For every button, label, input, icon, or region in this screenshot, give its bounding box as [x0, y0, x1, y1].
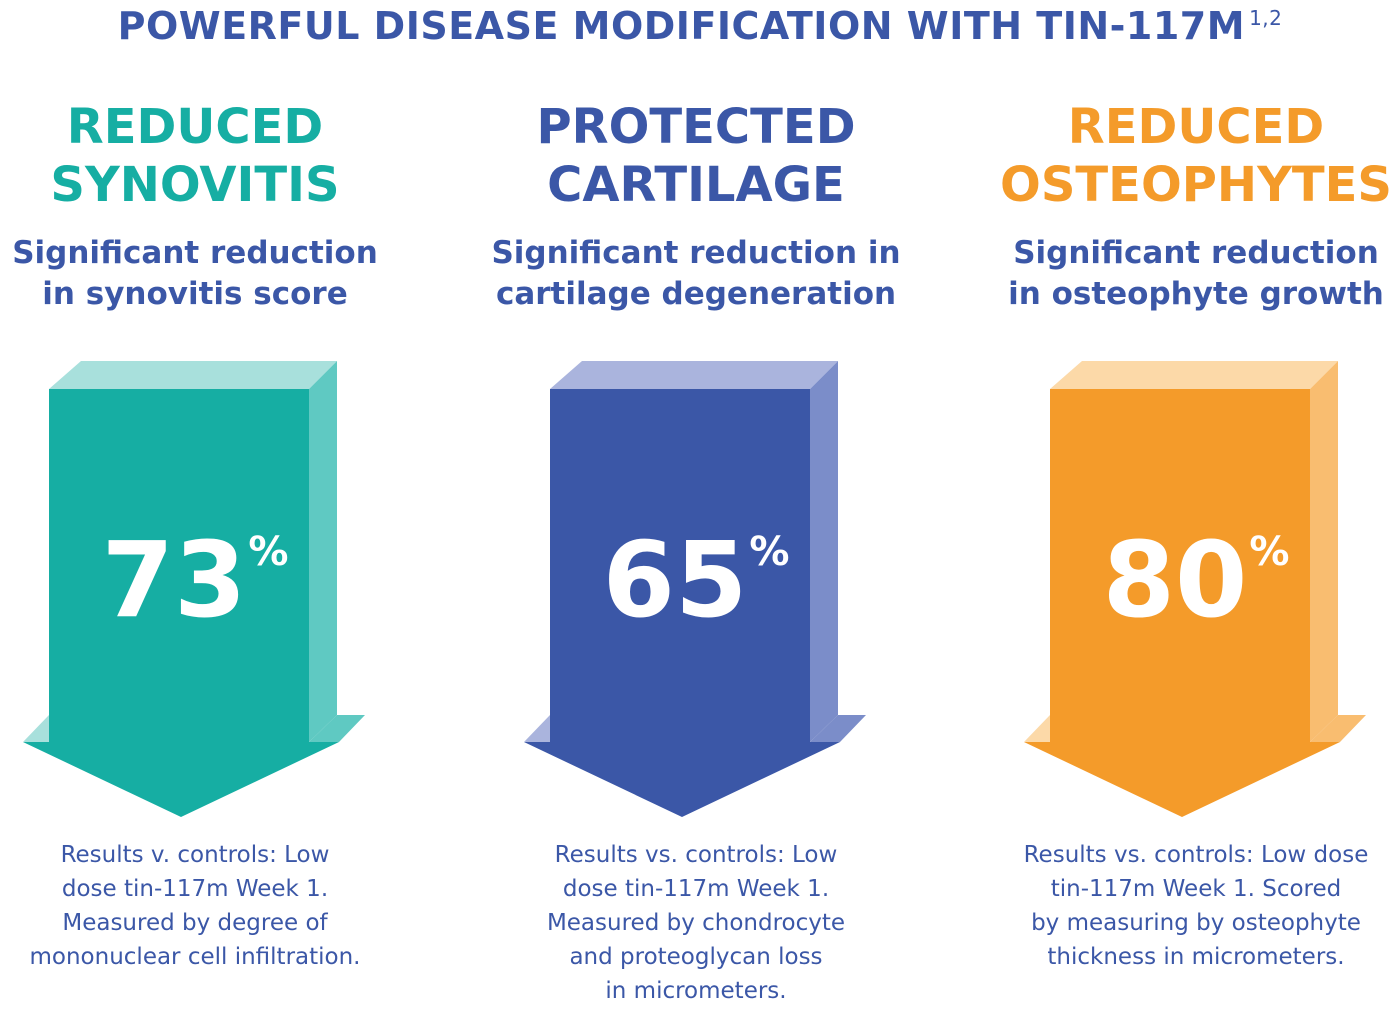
page-title-text: POWERFUL DISEASE MODIFICATION WITH TIN-1… — [117, 4, 1246, 48]
arrow-front-face — [524, 389, 840, 817]
column-footnote: Results v. controls: Low dose tin-117m W… — [0, 838, 445, 974]
column-subheading: Significant reduction in synovitis score — [0, 233, 445, 315]
page-title-references: 1,2 — [1249, 6, 1283, 30]
arrow-front-face — [1024, 389, 1340, 817]
column-subheading: Significant reduction in osteophyte grow… — [946, 233, 1400, 315]
arrow-side-face — [309, 361, 337, 742]
down-arrow-icon — [1024, 361, 1366, 817]
arrow-top-face — [550, 361, 838, 389]
footnote-line: Measured by chondrocyte — [546, 910, 846, 936]
column-heading: REDUCED SYNOVITIS — [0, 98, 445, 214]
column-subheading-line: Significant reduction — [12, 235, 378, 271]
stat-percent-sign: % — [1249, 529, 1290, 575]
footnote-line: Results v. controls: Low — [60, 842, 330, 868]
arrow-front-face — [23, 389, 339, 817]
arrow-side-face — [1310, 361, 1338, 742]
column-footnote: Results vs. controls: Low dose tin-117m … — [946, 838, 1400, 974]
arrow-top-face — [49, 361, 337, 389]
down-arrow-icon — [23, 361, 365, 817]
column-subheading: Significant reduction in cartilage degen… — [446, 233, 946, 315]
column-subheading-line: cartilage degeneration — [495, 276, 897, 312]
column-heading-line: PROTECTED — [536, 99, 856, 155]
column-heading: REDUCED OSTEOPHYTES — [946, 98, 1400, 214]
stat-number: 80 — [1102, 519, 1248, 641]
column-subheading-line: Significant reduction — [1013, 235, 1379, 271]
arrow-top-face — [1050, 361, 1338, 389]
footnote-line: mononuclear cell infiltration. — [29, 944, 361, 970]
footnote-line: dose tin-117m Week 1. — [562, 876, 830, 902]
stat-value: 73% — [0, 525, 445, 635]
stat-number: 65 — [602, 519, 748, 641]
column-subheading-line: in synovitis score — [42, 276, 348, 312]
footnote-line: thickness in micrometers. — [1047, 944, 1345, 970]
footnote-line: in micrometers. — [605, 978, 787, 1004]
stat-value: 80% — [946, 525, 1400, 635]
column-heading-line: SYNOVITIS — [50, 157, 340, 213]
arrow-left-wing — [1024, 715, 1050, 742]
footnote-line: tin-117m Week 1. Scored — [1050, 876, 1342, 902]
page-title: POWERFUL DISEASE MODIFICATION WITH TIN-1… — [0, 4, 1400, 48]
stat-column-synovitis: REDUCED SYNOVITIS Significant reduction … — [0, 0, 445, 1025]
stat-column-cartilage: PROTECTED CARTILAGE Significant reductio… — [446, 0, 946, 1025]
column-footnote: Results vs. controls: Low dose tin-117m … — [446, 838, 946, 1008]
column-heading-line: REDUCED — [1067, 99, 1325, 155]
column-heading-line: REDUCED — [66, 99, 324, 155]
column-subheading-line: Significant reduction in — [491, 235, 901, 271]
arrow-right-wing — [309, 715, 365, 742]
column-heading-line: OSTEOPHYTES — [1000, 157, 1392, 213]
stat-column-osteophytes: REDUCED OSTEOPHYTES Significant reductio… — [946, 0, 1400, 1025]
column-heading: PROTECTED CARTILAGE — [446, 98, 946, 214]
stat-percent-sign: % — [248, 529, 289, 575]
arrow-left-wing — [23, 715, 49, 742]
footnote-line: and proteoglycan loss — [569, 944, 823, 970]
footnote-line: dose tin-117m Week 1. — [61, 876, 329, 902]
arrow-right-wing — [1310, 715, 1366, 742]
footnote-line: Results vs. controls: Low dose — [1023, 842, 1369, 868]
stat-number: 73 — [101, 519, 247, 641]
down-arrow-icon — [524, 361, 866, 817]
arrow-right-wing — [810, 715, 866, 742]
stat-percent-sign: % — [749, 529, 790, 575]
column-subheading-line: in osteophyte growth — [1008, 276, 1384, 312]
footnote-line: by measuring by osteophyte — [1031, 910, 1361, 936]
arrow-left-wing — [524, 715, 550, 742]
arrow-side-face — [810, 361, 838, 742]
footnote-line: Results vs. controls: Low — [554, 842, 838, 868]
column-heading-line: CARTILAGE — [547, 157, 845, 213]
stat-value: 65% — [446, 525, 946, 635]
footnote-line: Measured by degree of — [62, 910, 328, 936]
